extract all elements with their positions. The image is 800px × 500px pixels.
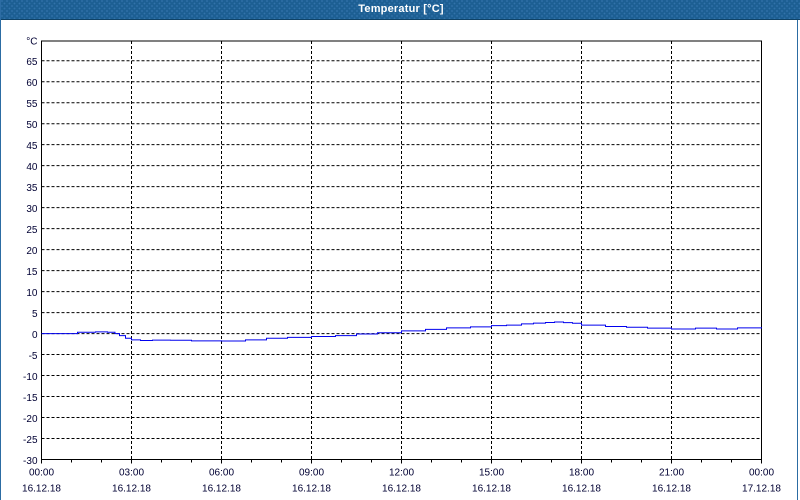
svg-text:16.12.18: 16.12.18: [472, 484, 511, 495]
svg-text:15: 15: [26, 267, 38, 278]
svg-text:16.12.18: 16.12.18: [22, 484, 61, 495]
svg-text:35: 35: [26, 183, 38, 194]
svg-text:00:00: 00:00: [749, 468, 774, 479]
svg-text:20: 20: [26, 246, 38, 257]
svg-text:21:00: 21:00: [659, 468, 684, 479]
svg-text:45: 45: [26, 141, 38, 152]
svg-text:50: 50: [26, 120, 38, 131]
svg-text:16.12.18: 16.12.18: [292, 484, 331, 495]
svg-text:16.12.18: 16.12.18: [202, 484, 241, 495]
svg-text:18:00: 18:00: [569, 468, 594, 479]
svg-text:09:00: 09:00: [299, 468, 324, 479]
svg-text:16.12.18: 16.12.18: [112, 484, 151, 495]
svg-text:0: 0: [32, 330, 38, 341]
svg-text:60: 60: [26, 78, 38, 89]
svg-text:-20: -20: [23, 414, 38, 425]
svg-text:5: 5: [32, 309, 38, 320]
svg-text:-10: -10: [23, 372, 38, 383]
svg-text:06:00: 06:00: [209, 468, 234, 479]
svg-text:25: 25: [26, 225, 38, 236]
svg-text:10: 10: [26, 288, 38, 299]
svg-text:00:00: 00:00: [29, 468, 54, 479]
svg-text:40: 40: [26, 162, 38, 173]
svg-text:-30: -30: [23, 456, 38, 467]
svg-text:17.12.18: 17.12.18: [742, 484, 781, 495]
svg-text:12:00: 12:00: [389, 468, 414, 479]
svg-text:-25: -25: [23, 435, 38, 446]
svg-text:16.12.18: 16.12.18: [382, 484, 421, 495]
svg-text:30: 30: [26, 204, 38, 215]
svg-text:55: 55: [26, 99, 38, 110]
svg-text:16.12.18: 16.12.18: [562, 484, 601, 495]
svg-text:65: 65: [26, 57, 38, 68]
svg-text:03:00: 03:00: [119, 468, 144, 479]
svg-text:°C: °C: [26, 37, 37, 48]
svg-text:-15: -15: [23, 393, 38, 404]
svg-text:-5: -5: [29, 351, 38, 362]
svg-text:16.12.18: 16.12.18: [652, 484, 691, 495]
svg-text:15:00: 15:00: [479, 468, 504, 479]
